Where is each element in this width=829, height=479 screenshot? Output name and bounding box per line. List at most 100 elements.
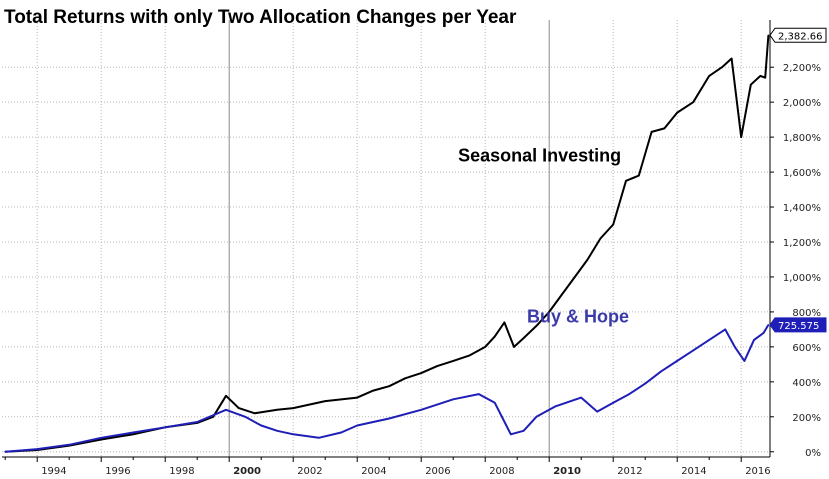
data-point-buy-hope bbox=[660, 370, 662, 373]
data-point-buy-hope bbox=[260, 424, 263, 427]
data-point-seasonal-investing bbox=[730, 57, 733, 60]
data-point-seasonal-investing bbox=[676, 111, 678, 114]
data-point-seasonal-investing bbox=[468, 354, 471, 357]
data-point-seasonal-investing bbox=[522, 337, 525, 339]
data-point-buy-hope bbox=[522, 430, 525, 432]
data-point-seasonal-investing bbox=[692, 101, 694, 103]
data-point-seasonal-investing bbox=[225, 395, 227, 397]
last-value-badge-seasonal-investing: 2,382.66 bbox=[769, 27, 827, 43]
data-point-seasonal-investing bbox=[254, 412, 256, 415]
y-tick-label: 400% bbox=[792, 378, 821, 389]
data-point-seasonal-investing bbox=[548, 311, 550, 313]
data-point-buy-hope bbox=[340, 431, 343, 434]
x-tick-label: 2014 bbox=[681, 466, 706, 477]
data-point-buy-hope bbox=[4, 451, 6, 453]
data-point-buy-hope bbox=[478, 393, 480, 395]
data-point-seasonal-investing bbox=[404, 377, 407, 380]
data-point-buy-hope bbox=[68, 444, 70, 446]
series-lines bbox=[4, 34, 770, 453]
data-point-buy-hope bbox=[225, 409, 227, 411]
x-tick-label: 2004 bbox=[361, 466, 386, 477]
data-point-seasonal-investing bbox=[388, 385, 391, 388]
data-point-buy-hope bbox=[724, 328, 726, 331]
data-point-seasonal-investing bbox=[612, 223, 614, 226]
data-point-buy-hope bbox=[36, 448, 38, 450]
data-point-seasonal-investing bbox=[650, 131, 653, 133]
data-point-buy-hope bbox=[452, 398, 455, 401]
data-point-seasonal-investing bbox=[767, 34, 770, 37]
badge-label: 725.575 bbox=[778, 321, 819, 332]
x-tick-label: 1996 bbox=[105, 466, 130, 477]
data-point-buy-hope bbox=[420, 409, 423, 411]
y-tick-label: 2,000% bbox=[783, 98, 821, 109]
annotations: Seasonal Investing Buy & Hope bbox=[458, 146, 629, 327]
last-value-badges: 2,382.66 725.575 bbox=[769, 27, 827, 333]
data-point-seasonal-investing bbox=[586, 258, 589, 261]
y-tick-label: 0% bbox=[805, 448, 821, 459]
data-point-buy-hope bbox=[612, 402, 614, 404]
y-tick-label: 2,200% bbox=[783, 63, 821, 74]
badge-shape bbox=[769, 27, 827, 43]
x-tick-label: 2010 bbox=[553, 466, 581, 477]
y-tick-label: 200% bbox=[792, 413, 821, 424]
data-point-seasonal-investing bbox=[750, 83, 752, 86]
data-point-seasonal-investing bbox=[513, 346, 515, 348]
data-point-buy-hope bbox=[132, 431, 134, 434]
data-point-seasonal-investing bbox=[308, 403, 311, 406]
last-value-badge-buy-hope: 725.575 bbox=[769, 317, 827, 333]
x-tick-label: 2016 bbox=[745, 466, 770, 477]
y-axis-ticks: 0% 200% 400% 600% 800% 1,000% 1,200% 1,400% 1,60… bbox=[770, 63, 821, 459]
data-point-buy-hope bbox=[196, 421, 198, 423]
data-point-buy-hope bbox=[292, 433, 295, 436]
data-point-seasonal-investing bbox=[484, 346, 487, 348]
data-point-seasonal-investing bbox=[276, 409, 279, 411]
x-tick-label: 2002 bbox=[297, 466, 322, 477]
data-point-seasonal-investing bbox=[759, 75, 762, 77]
annotation-buy-hope: Buy & Hope bbox=[527, 306, 629, 326]
data-point-seasonal-investing bbox=[356, 396, 359, 399]
data-point-buy-hope bbox=[276, 430, 279, 432]
data-point-buy-hope bbox=[644, 382, 646, 385]
data-point-seasonal-investing bbox=[503, 321, 506, 324]
data-point-buy-hope bbox=[100, 437, 102, 439]
axes bbox=[2, 20, 771, 458]
data-point-seasonal-investing bbox=[638, 174, 640, 177]
data-point-buy-hope bbox=[708, 339, 710, 341]
badge-shape bbox=[769, 317, 827, 333]
data-point-seasonal-investing bbox=[100, 438, 102, 441]
data-point-seasonal-investing bbox=[292, 407, 295, 409]
data-point-seasonal-investing bbox=[561, 293, 563, 296]
y-tick-label: 1,200% bbox=[783, 238, 821, 249]
data-point-buy-hope bbox=[318, 437, 320, 439]
data-point-seasonal-investing bbox=[599, 237, 602, 240]
data-point-buy-hope bbox=[388, 417, 391, 420]
data-point-seasonal-investing bbox=[740, 136, 742, 138]
data-point-buy-hope bbox=[743, 360, 746, 362]
data-point-buy-hope bbox=[510, 433, 512, 436]
data-point-seasonal-investing bbox=[494, 335, 496, 338]
data-point-buy-hope bbox=[767, 324, 770, 326]
data-point-buy-hope bbox=[692, 349, 694, 352]
data-point-buy-hope bbox=[580, 396, 582, 399]
data-point-seasonal-investing bbox=[574, 276, 576, 278]
data-point-buy-hope bbox=[164, 426, 166, 429]
annotation-seasonal-investing: Seasonal Investing bbox=[458, 146, 621, 166]
grid bbox=[2, 20, 770, 457]
data-point-seasonal-investing bbox=[663, 127, 666, 130]
y-tick-label: 600% bbox=[792, 343, 821, 354]
x-tick-label: 1994 bbox=[41, 466, 66, 477]
x-axis-ticks: 1994 1996 1998 2000 2002 2004 2006 2008 2010 2012… bbox=[4, 457, 771, 477]
data-point-seasonal-investing bbox=[372, 389, 375, 392]
badge-label: 2,382.66 bbox=[778, 31, 823, 42]
data-point-buy-hope bbox=[596, 410, 598, 413]
data-point-seasonal-investing bbox=[708, 75, 710, 77]
data-point-seasonal-investing bbox=[238, 407, 240, 409]
y-tick-label: 1,000% bbox=[783, 273, 821, 284]
data-point-buy-hope bbox=[535, 416, 538, 418]
chart-title: Total Returns with only Two Allocation C… bbox=[4, 7, 517, 28]
data-point-seasonal-investing bbox=[721, 66, 723, 68]
data-point-seasonal-investing bbox=[420, 372, 423, 374]
y-tick-label: 800% bbox=[792, 308, 821, 319]
